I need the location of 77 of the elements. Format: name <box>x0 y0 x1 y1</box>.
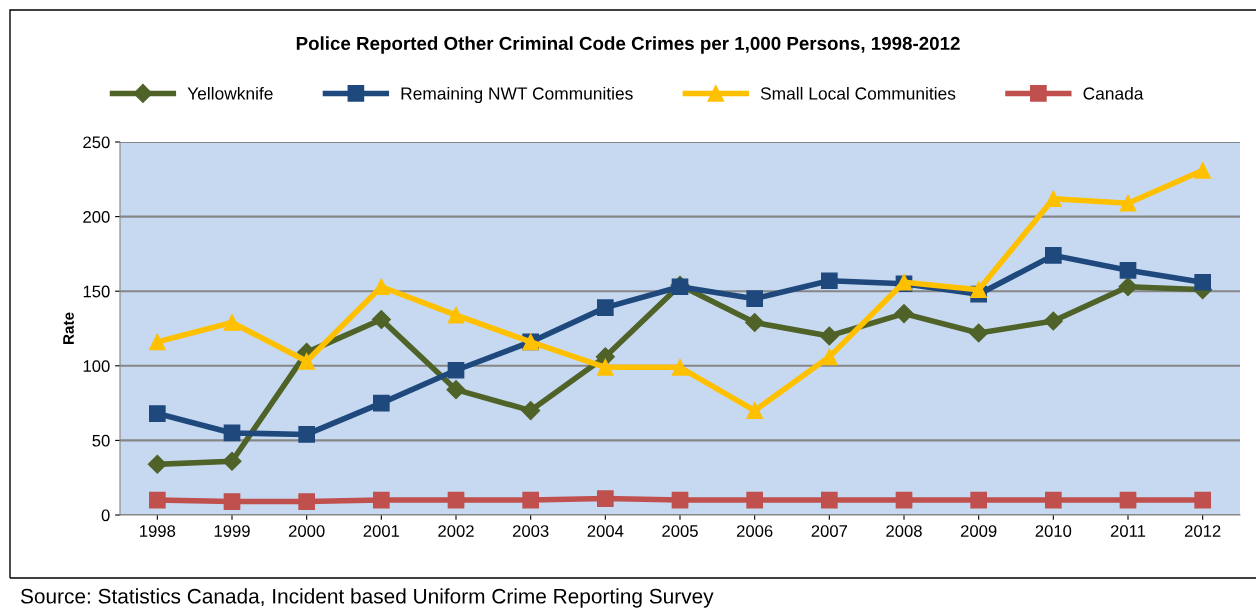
point <box>447 306 465 324</box>
point <box>745 312 765 333</box>
point <box>298 426 316 443</box>
point <box>820 491 838 509</box>
x-tick-label: 2011 <box>1110 525 1146 537</box>
point <box>596 358 614 376</box>
point <box>1043 311 1063 331</box>
point <box>148 405 166 422</box>
point <box>970 491 988 509</box>
y-axis-title: Rate <box>63 312 74 345</box>
point <box>820 272 838 290</box>
point <box>1119 194 1137 212</box>
point <box>223 493 241 510</box>
legend-label: Canada <box>1083 86 1144 100</box>
point <box>1194 273 1212 291</box>
point <box>746 290 764 307</box>
x-tick-label: 2012 <box>1184 525 1221 537</box>
x-tick-label: 2006 <box>736 525 773 537</box>
point <box>1044 491 1062 509</box>
legend-label: Small Local Communities <box>760 86 956 100</box>
x-tick-label: 2001 <box>363 525 400 537</box>
point <box>223 424 241 442</box>
point <box>746 402 764 419</box>
x-tick-label: 1998 <box>140 525 176 537</box>
x-tick-label: 2009 <box>960 525 997 537</box>
point <box>447 361 465 379</box>
legend-label: Remaining NWT Communities <box>401 86 633 104</box>
point <box>819 326 839 346</box>
point <box>1194 162 1212 179</box>
point <box>298 352 316 370</box>
chart-title: Police Reported Other Criminal Code Crimes per 1,000 Persons, 1998-2012 <box>296 36 960 54</box>
point <box>671 491 689 509</box>
point <box>447 491 465 509</box>
point <box>446 380 466 400</box>
x-tick-label: 2004 <box>587 525 624 537</box>
point <box>1194 491 1212 509</box>
point <box>298 493 316 510</box>
point <box>1119 261 1137 279</box>
point <box>148 491 166 509</box>
point <box>223 314 241 331</box>
y-tick-label: 250 <box>83 136 110 149</box>
y-tick-label: 50 <box>92 434 110 447</box>
legend-label: Yellowknife <box>187 86 273 100</box>
point <box>895 491 913 509</box>
y-tick-label: 0 <box>101 509 110 522</box>
x-tick-label: 2010 <box>1035 525 1072 537</box>
x-tick-label: 2005 <box>662 525 698 537</box>
y-tick-label: 100 <box>83 360 110 372</box>
point <box>1044 247 1062 264</box>
point <box>147 454 167 474</box>
y-tick-label: 150 <box>83 285 110 298</box>
point <box>1119 491 1137 509</box>
x-tick-label: 2002 <box>438 525 474 537</box>
point <box>894 304 914 324</box>
point <box>371 310 391 330</box>
point <box>522 491 540 509</box>
point <box>746 491 764 509</box>
source-note: Source: Statistics Canada, Incident based Uniform Crime Reporting Survey <box>20 588 714 608</box>
point <box>222 451 242 471</box>
point <box>969 323 989 343</box>
x-tick-label: 1999 <box>214 525 250 537</box>
point <box>596 299 614 316</box>
point <box>521 401 541 421</box>
point <box>1118 277 1138 297</box>
point <box>820 348 838 366</box>
point <box>372 394 390 412</box>
point <box>148 333 166 351</box>
x-tick-label: 2000 <box>288 525 325 537</box>
x-tick-label: 2008 <box>886 525 922 537</box>
point <box>1044 190 1062 208</box>
point <box>596 490 614 507</box>
point <box>970 281 988 299</box>
x-tick-label: 2003 <box>512 525 549 537</box>
point <box>671 358 689 376</box>
y-tick-label: 200 <box>83 211 110 223</box>
point <box>372 491 390 509</box>
x-tick-label: 2007 <box>811 525 848 537</box>
